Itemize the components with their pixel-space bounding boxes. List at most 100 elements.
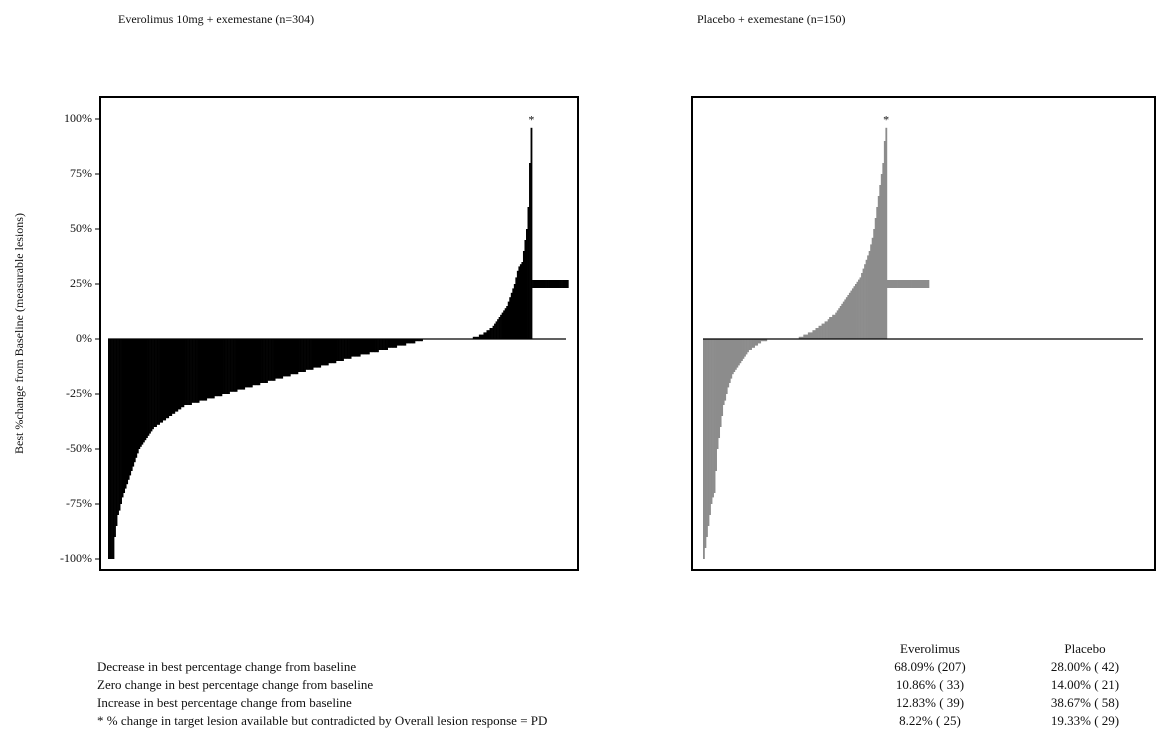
y-tick-label: 100% [64,111,92,125]
bar [238,339,241,390]
plot-frame [99,96,579,571]
bar [882,163,885,339]
bar [144,339,147,441]
bar [159,339,162,423]
bar [370,339,373,353]
bar [815,328,818,339]
bar [512,288,515,339]
bar [516,270,519,339]
bar [491,328,493,339]
pd-marker [561,280,563,288]
bar [342,339,344,361]
bar [754,339,757,346]
bar [225,339,227,394]
bar [861,273,863,339]
bar [334,339,337,364]
pd-marker [892,280,895,288]
pd-marker [534,280,537,288]
bar [194,339,197,403]
bar [709,339,711,515]
bar [179,339,182,410]
bar [250,339,253,388]
bar [395,339,398,348]
bar [361,339,364,355]
pd-marker [543,280,546,288]
bar [202,339,205,401]
bar [741,339,743,361]
bar [316,339,319,368]
bar [421,339,423,342]
pd-marker [540,280,543,288]
bar [276,339,279,379]
bar [737,339,740,366]
bar [285,339,288,377]
bar [138,339,141,449]
bar [820,325,822,339]
bar [715,339,717,471]
bar [354,339,357,357]
pd-marker [902,280,905,288]
bar [412,339,414,344]
bar [155,339,157,427]
bar [870,244,873,339]
bar [231,339,233,392]
bar [827,319,830,339]
bar [366,339,369,355]
bar [498,317,501,339]
bar [402,339,405,346]
bar [188,339,191,405]
bar [187,339,189,405]
bar [214,339,217,397]
bar [803,334,806,339]
bar [325,339,328,366]
bar [217,339,220,397]
bar [253,339,256,386]
bar [152,339,154,430]
bar [164,339,167,421]
bar [161,339,164,423]
bar [734,339,737,370]
pd-marker [553,280,556,288]
pd-marker [548,280,550,288]
pd-marker [920,280,923,288]
bar [348,339,350,359]
bar [413,339,416,344]
bar [868,251,871,339]
bar [298,339,300,372]
cell: 12.83% ( 39) [896,695,964,710]
pd-marker [924,280,927,288]
pd-marker [886,280,889,288]
bar [722,339,725,405]
bar [408,339,411,344]
column-header: Everolimus [900,641,960,656]
pd-marker [533,280,536,288]
bar [301,339,303,372]
pd-marker [915,280,918,288]
bar [290,339,293,375]
y-tick-label: -50% [66,441,92,455]
pd-marker [898,280,901,288]
bar [278,339,281,379]
bar [387,339,390,348]
bar [211,339,214,399]
bar [818,325,821,339]
bar [307,339,309,370]
bar [407,339,410,344]
bar [296,339,299,375]
bar [288,339,291,377]
bar [519,264,522,339]
bar [396,339,399,346]
cell: 19.33% ( 29) [1051,713,1119,728]
bar [112,339,115,559]
pd-marker [539,280,542,288]
bar [120,339,122,504]
bar [267,339,270,381]
bar [322,339,325,366]
bar [345,339,347,359]
bar [127,339,130,480]
bar [241,339,244,390]
bar [418,339,420,342]
bar [124,339,127,489]
annotation: * [528,113,534,127]
pd-marker [562,280,565,288]
